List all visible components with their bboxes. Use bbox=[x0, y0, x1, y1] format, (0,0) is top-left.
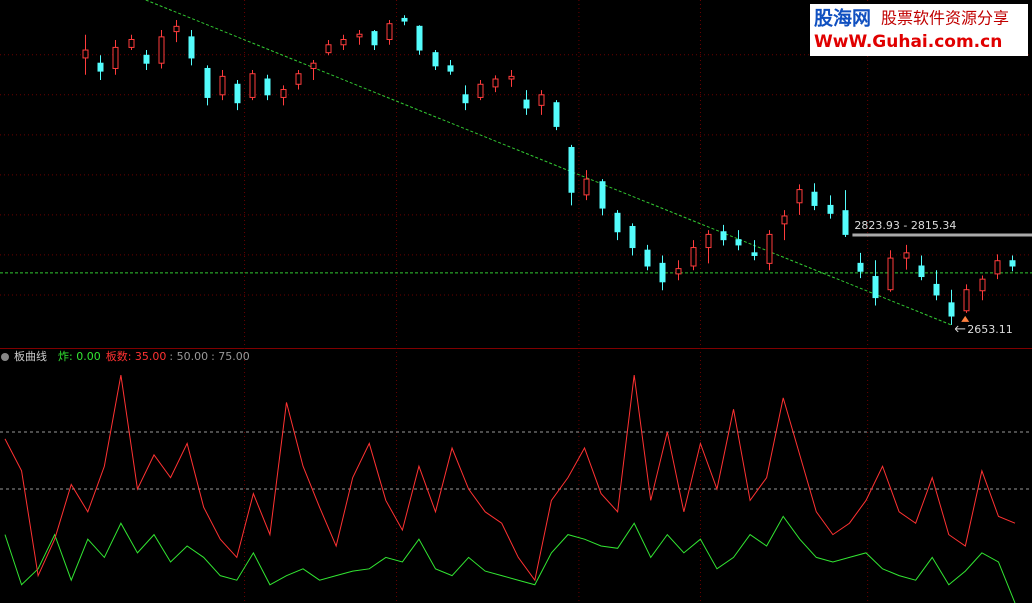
candle-body bbox=[112, 46, 119, 69]
watermark-title: 股海网 bbox=[814, 7, 871, 30]
candle-body bbox=[644, 249, 651, 267]
range-label: 2823.93 - 2815.34 bbox=[854, 219, 956, 232]
low-label: 2653.11 bbox=[967, 323, 1013, 336]
candle-body bbox=[979, 278, 986, 292]
legend-value: : 0.00 bbox=[69, 350, 101, 363]
candle-body bbox=[234, 83, 241, 104]
candle-body bbox=[887, 257, 894, 291]
candle-body bbox=[219, 75, 226, 96]
watermark-subtitle: 股票软件资源分享 bbox=[881, 9, 1009, 28]
candle-body bbox=[933, 283, 940, 296]
collapse-icon[interactable] bbox=[1, 353, 9, 361]
candle-body bbox=[416, 25, 423, 51]
candle-body bbox=[796, 189, 803, 204]
candle-body bbox=[280, 89, 287, 98]
candle-body bbox=[462, 94, 469, 104]
candle-body bbox=[842, 210, 849, 235]
candle-body bbox=[82, 49, 89, 59]
candle-body bbox=[599, 181, 606, 209]
legend: 炸: 0.00 板数: 35.00: 50.00: 75.00 bbox=[58, 349, 250, 363]
candle-body bbox=[249, 73, 256, 98]
candle-body bbox=[492, 78, 499, 88]
indicator-title: 板曲线 bbox=[14, 349, 47, 363]
candle-body bbox=[963, 289, 970, 312]
candle-body bbox=[173, 25, 180, 33]
candle-body bbox=[690, 247, 697, 267]
candle-body bbox=[371, 31, 378, 46]
candle-body bbox=[325, 44, 332, 54]
candle-body bbox=[401, 17, 408, 22]
candle-body bbox=[903, 252, 910, 259]
candle-body bbox=[523, 99, 530, 109]
candle-body bbox=[97, 62, 104, 72]
candle-body bbox=[128, 39, 135, 48]
level-label: : 50.00 bbox=[169, 350, 208, 363]
candle-body bbox=[827, 204, 834, 214]
level-label: : 75.00 bbox=[211, 350, 250, 363]
candle-body bbox=[204, 67, 211, 98]
low-arrow bbox=[954, 325, 966, 333]
legend-name: 炸 bbox=[58, 350, 69, 363]
candle-body bbox=[751, 252, 758, 256]
candle-body bbox=[781, 215, 788, 225]
candle-body bbox=[158, 36, 165, 64]
candle-body bbox=[538, 94, 545, 106]
candle-body bbox=[447, 65, 454, 72]
candle-body bbox=[583, 178, 590, 196]
candle-body bbox=[264, 78, 271, 96]
series-line bbox=[4, 515, 1016, 603]
candle-body bbox=[720, 231, 727, 241]
legend-name: 板数 bbox=[106, 349, 128, 363]
candle-body bbox=[340, 39, 347, 46]
candle-body bbox=[432, 52, 439, 67]
low-marker bbox=[961, 315, 970, 322]
candle-body bbox=[675, 268, 682, 275]
candle-body bbox=[948, 302, 955, 317]
candle-body bbox=[568, 146, 575, 193]
candle-body bbox=[1009, 260, 1016, 267]
candle-body bbox=[766, 233, 773, 264]
candle-body bbox=[994, 260, 1001, 275]
candle-body bbox=[356, 33, 363, 38]
candle-body bbox=[918, 265, 925, 278]
candle-body bbox=[188, 36, 195, 59]
candle-body bbox=[386, 23, 393, 41]
candle-body bbox=[629, 225, 636, 249]
watermark-box bbox=[810, 4, 1028, 56]
candle-body bbox=[295, 73, 302, 85]
candle-body bbox=[477, 83, 484, 98]
candle-body bbox=[811, 191, 818, 206]
watermark: 股海网 股票软件资源分享 WwW.Guhai.com.cn bbox=[810, 4, 1028, 56]
candle-body bbox=[735, 239, 742, 246]
candle-body bbox=[143, 54, 150, 64]
candle-body bbox=[553, 102, 560, 127]
watermark-url: WwW.Guhai.com.cn bbox=[814, 32, 1002, 52]
candle-body bbox=[659, 262, 666, 283]
candle-body bbox=[310, 62, 317, 69]
candle-body bbox=[857, 262, 864, 272]
legend-value: : 35.00 bbox=[128, 350, 167, 363]
series-line bbox=[4, 374, 1016, 582]
candle-body bbox=[614, 212, 621, 233]
candle-body bbox=[508, 75, 515, 80]
candle-body bbox=[872, 276, 879, 299]
candle-body bbox=[705, 233, 712, 249]
